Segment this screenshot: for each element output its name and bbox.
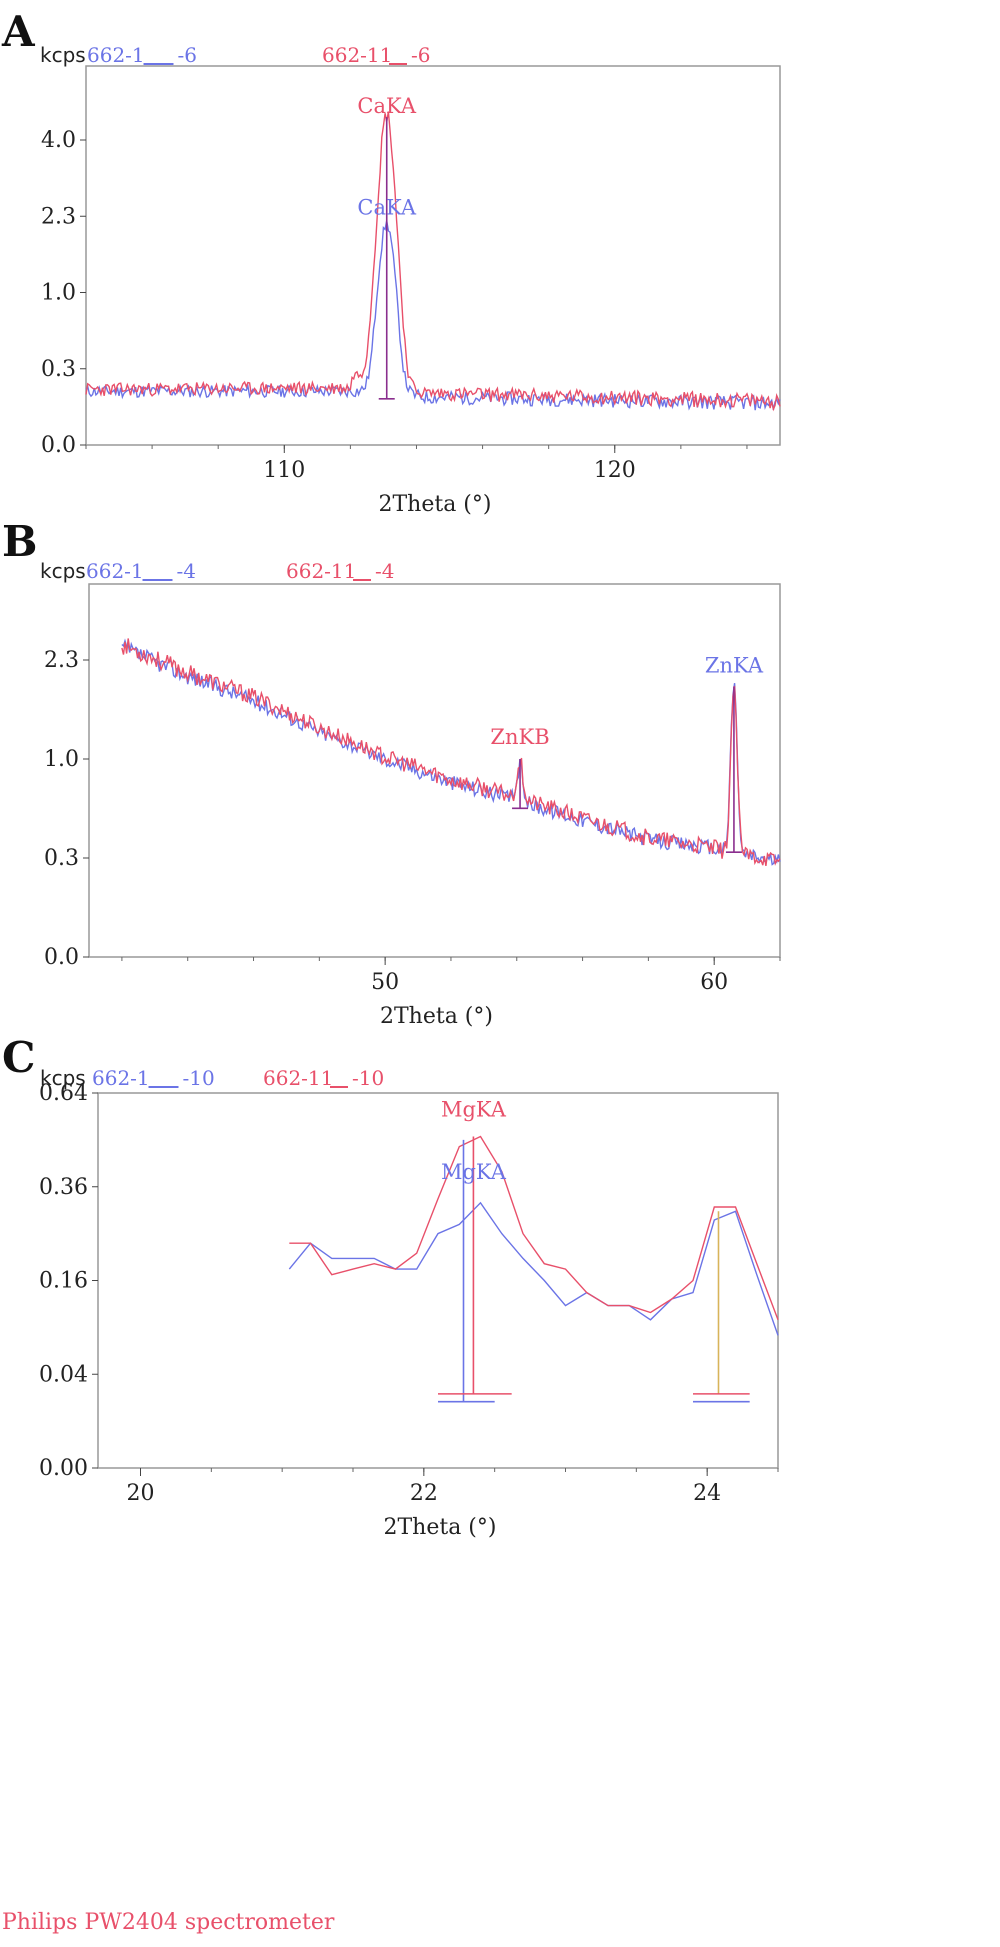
series-line-blue — [121, 638, 781, 866]
legend-suffix: -6 — [411, 43, 430, 67]
y-tick-label: 0.64 — [39, 1081, 88, 1106]
footer-caption: Philips PW2404 spectrometer — [2, 1910, 335, 1935]
y-tick-label: 1.0 — [44, 747, 79, 772]
legend-entry: 662-11 — [263, 1066, 333, 1090]
plot-area — [97, 1092, 779, 1469]
x-axis-label: 2Theta (°) — [380, 1004, 493, 1029]
legend-suffix: -4 — [177, 559, 196, 583]
y-tick-label: 0.3 — [44, 846, 79, 871]
panel-letter-C: C — [2, 1033, 35, 1082]
x-axis-label: 2Theta (°) — [379, 492, 492, 517]
legend-entry: 662-11 — [286, 559, 356, 583]
legend-suffix: -6 — [178, 43, 197, 67]
legend-suffix: -10 — [183, 1066, 215, 1090]
legend-suffix: -10 — [352, 1066, 384, 1090]
legend-entry: 662-11 — [322, 43, 392, 67]
series-line-blue — [85, 220, 781, 411]
plot-area — [85, 65, 781, 446]
peak-label: CaKA — [357, 94, 416, 118]
y-unit-label: kcps — [40, 1066, 86, 1090]
series-line-red — [85, 111, 781, 412]
series-line-blue — [288, 1201, 779, 1336]
y-tick-label: 0.0 — [44, 945, 79, 970]
x-tick-label: 110 — [263, 458, 305, 483]
legend-entry: 662-1 — [86, 559, 144, 583]
peak-label: MgKA — [441, 1097, 507, 1121]
y-tick-label: 0.36 — [39, 1175, 88, 1200]
x-tick-label: 50 — [371, 970, 399, 995]
legend-entry: 662-1 — [87, 43, 145, 67]
legend-suffix: -4 — [375, 559, 394, 583]
x-tick-label: 20 — [127, 1481, 155, 1506]
peak-label: CaKA — [357, 196, 416, 220]
y-tick-label: 2.3 — [44, 648, 79, 673]
y-tick-label: 0.04 — [39, 1362, 88, 1387]
x-axis-label: 2Theta (°) — [384, 1515, 497, 1540]
y-unit-label: kcps — [40, 43, 86, 67]
x-tick-label: 120 — [594, 458, 636, 483]
panel-letter-B: B — [2, 517, 38, 566]
x-tick-label: 60 — [700, 970, 728, 995]
y-tick-label: 2.3 — [41, 204, 76, 229]
peak-label: MgKA — [441, 1160, 507, 1184]
panel-letter-A: A — [1, 7, 36, 56]
y-tick-label: 0.16 — [39, 1269, 88, 1294]
y-tick-label: 4.0 — [41, 128, 76, 153]
legend-entry: 662-1 — [92, 1066, 150, 1090]
peak-label: ZnKA — [705, 653, 764, 677]
series-line-red — [289, 1135, 779, 1321]
y-tick-label: 0.0 — [41, 433, 76, 458]
peak-label: ZnKB — [490, 725, 549, 749]
y-tick-label: 0.00 — [39, 1456, 88, 1481]
y-tick-label: 0.3 — [41, 357, 76, 382]
plot-area — [88, 583, 781, 958]
x-tick-label: 22 — [410, 1481, 438, 1506]
y-unit-label: kcps — [40, 559, 86, 583]
y-tick-label: 1.0 — [41, 281, 76, 306]
series-line-red — [121, 638, 781, 867]
x-tick-label: 24 — [693, 1481, 721, 1506]
